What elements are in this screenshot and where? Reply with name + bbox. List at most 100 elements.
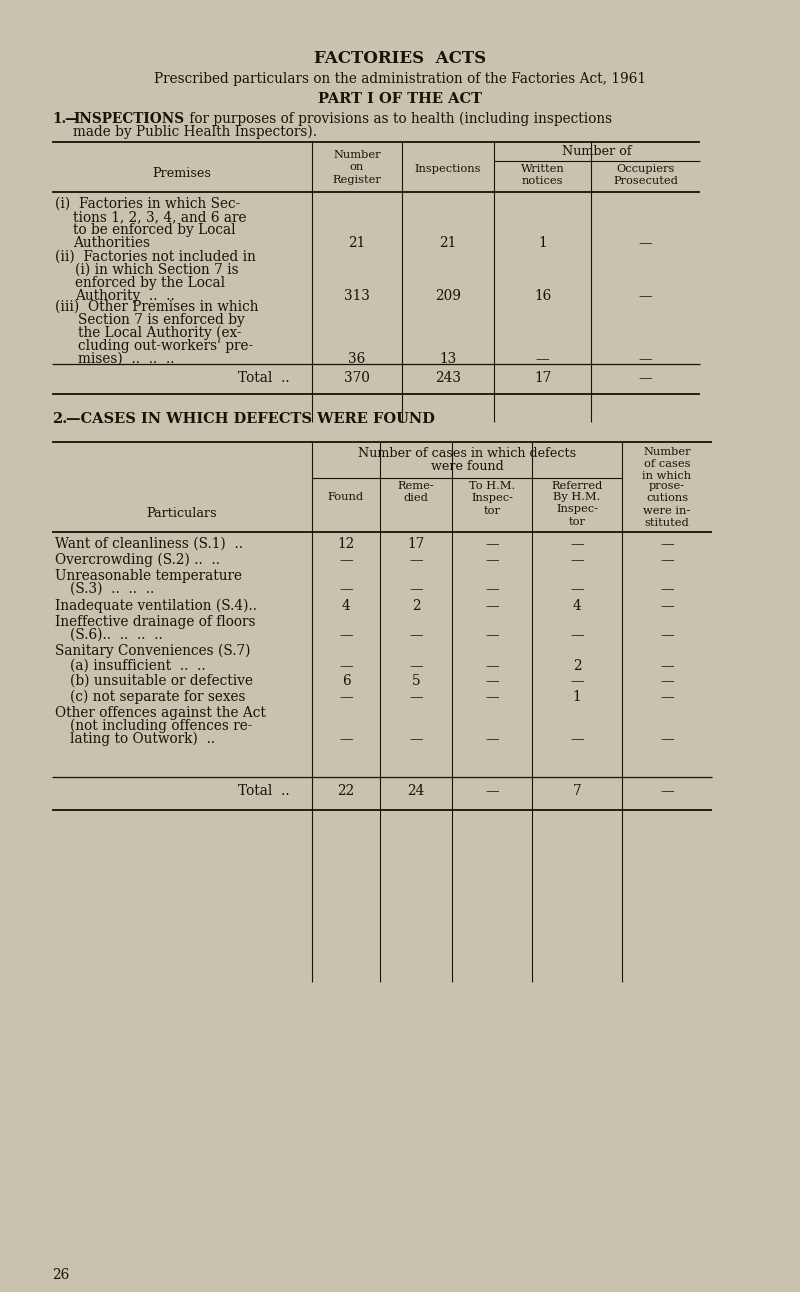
Text: Inspections: Inspections (414, 164, 482, 174)
Text: —: — (660, 784, 674, 798)
Text: FACTORIES  ACTS: FACTORIES ACTS (314, 50, 486, 67)
Text: 370: 370 (344, 371, 370, 385)
Text: —: — (485, 599, 499, 612)
Text: cluding out-workers' pre-: cluding out-workers' pre- (78, 339, 253, 353)
Text: Section 7 is enforced by: Section 7 is enforced by (78, 313, 245, 327)
Text: —: — (409, 659, 423, 673)
Text: —: — (660, 599, 674, 612)
Text: were found: were found (430, 460, 503, 473)
Text: By H.M.
Inspec-
tor: By H.M. Inspec- tor (554, 492, 601, 527)
Text: Found: Found (328, 492, 364, 503)
Text: —: — (339, 553, 353, 567)
Text: the Local Authority (ex-: the Local Authority (ex- (78, 326, 242, 340)
Text: To H.M.
Inspec-
tor: To H.M. Inspec- tor (469, 481, 515, 516)
Text: —: — (485, 553, 499, 567)
Text: INSPECTIONS: INSPECTIONS (73, 112, 184, 127)
Text: —: — (638, 351, 652, 366)
Text: Ineffective drainage of floors: Ineffective drainage of floors (55, 615, 255, 629)
Text: Inadequate ventilation (S.4)..: Inadequate ventilation (S.4).. (55, 599, 257, 614)
Text: 17: 17 (407, 537, 425, 550)
Text: 2: 2 (412, 599, 420, 612)
Text: 36: 36 (348, 351, 366, 366)
Text: 2: 2 (573, 659, 582, 673)
Text: (i) in which Section 7 is: (i) in which Section 7 is (75, 264, 238, 276)
Text: prose-
cutions
were in-
stituted: prose- cutions were in- stituted (643, 481, 690, 528)
Text: —: — (660, 690, 674, 704)
Text: —: — (638, 371, 652, 385)
Text: —: — (638, 289, 652, 304)
Text: 1: 1 (538, 236, 547, 249)
Text: 7: 7 (573, 784, 582, 798)
Text: Number of: Number of (562, 145, 632, 158)
Text: 17: 17 (534, 371, 551, 385)
Text: Other offences against the Act: Other offences against the Act (55, 705, 266, 720)
Text: 26: 26 (52, 1267, 70, 1282)
Text: Occupiers
Prosecuted: Occupiers Prosecuted (613, 164, 678, 186)
Text: —: — (570, 553, 584, 567)
Text: —: — (339, 733, 353, 745)
Text: 313: 313 (344, 289, 370, 304)
Text: 24: 24 (407, 784, 425, 798)
Text: in which: in which (642, 472, 691, 481)
Text: —: — (485, 581, 499, 596)
Text: Particulars: Particulars (146, 506, 218, 519)
Text: Number: Number (643, 447, 691, 457)
Text: Sanitary Conveniences (S.7): Sanitary Conveniences (S.7) (55, 643, 250, 659)
Text: (i)  Factories in which Sec-: (i) Factories in which Sec- (55, 196, 240, 211)
Text: —: — (485, 628, 499, 642)
Text: for purposes of provisions as to health (including inspections: for purposes of provisions as to health … (185, 112, 612, 127)
Text: —: — (485, 733, 499, 745)
Text: 12: 12 (338, 537, 354, 550)
Text: (not including offences re-: (not including offences re- (70, 720, 252, 734)
Text: made by Public Health Inspectors).: made by Public Health Inspectors). (73, 125, 317, 140)
Text: 243: 243 (435, 371, 461, 385)
Text: 4: 4 (342, 599, 350, 612)
Text: 21: 21 (348, 236, 366, 249)
Text: (S.3)  ..  ..  ..: (S.3) .. .. .. (70, 581, 154, 596)
Text: —: — (485, 537, 499, 550)
Text: —: — (660, 553, 674, 567)
Text: (S.6)..  ..  ..  ..: (S.6).. .. .. .. (70, 628, 162, 642)
Text: 21: 21 (439, 236, 457, 249)
Text: Authority  ..  ..: Authority .. .. (75, 289, 174, 304)
Text: —: — (570, 733, 584, 745)
Text: —: — (64, 112, 78, 127)
Text: Written
notices: Written notices (521, 164, 564, 186)
Text: Total  ..: Total .. (238, 784, 290, 798)
Text: Number of cases in which defects: Number of cases in which defects (358, 447, 576, 460)
Text: —: — (660, 537, 674, 550)
Text: —: — (409, 581, 423, 596)
Text: PART I OF THE ACT: PART I OF THE ACT (318, 92, 482, 106)
Text: Reme-
died: Reme- died (398, 481, 434, 504)
Text: —: — (485, 690, 499, 704)
Text: —: — (485, 784, 499, 798)
Text: —: — (409, 628, 423, 642)
Text: —: — (485, 674, 499, 689)
Text: —: — (536, 351, 550, 366)
Text: —: — (409, 553, 423, 567)
Text: —: — (660, 581, 674, 596)
Text: —: — (339, 581, 353, 596)
Text: Want of cleanliness (S.1)  ..: Want of cleanliness (S.1) .. (55, 537, 243, 550)
Text: (b) unsuitable or defective: (b) unsuitable or defective (70, 674, 253, 689)
Text: of cases: of cases (644, 459, 690, 469)
Text: —: — (409, 690, 423, 704)
Text: 5: 5 (412, 674, 420, 689)
Text: Unreasonable temperature: Unreasonable temperature (55, 568, 242, 583)
Text: —: — (339, 690, 353, 704)
Text: —: — (339, 659, 353, 673)
Text: enforced by the Local: enforced by the Local (75, 276, 225, 289)
Text: Premises: Premises (153, 167, 211, 180)
Text: —: — (570, 628, 584, 642)
Text: 1: 1 (573, 690, 582, 704)
Text: —: — (660, 733, 674, 745)
Text: 22: 22 (338, 784, 354, 798)
Text: Total  ..: Total .. (238, 371, 290, 385)
Text: (iii)  Other Premises in which: (iii) Other Premises in which (55, 300, 258, 314)
Text: —: — (570, 674, 584, 689)
Text: —: — (638, 236, 652, 249)
Text: Authorities: Authorities (73, 236, 150, 249)
Text: 13: 13 (439, 351, 457, 366)
Text: 4: 4 (573, 599, 582, 612)
Text: 209: 209 (435, 289, 461, 304)
